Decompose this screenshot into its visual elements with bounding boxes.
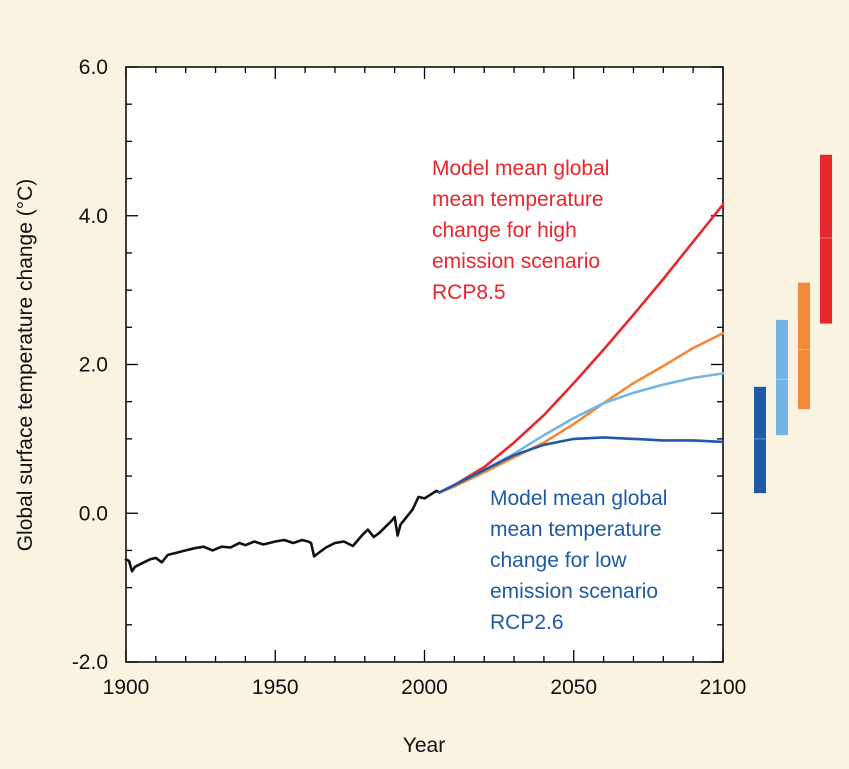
annotation-high-line: Model mean global [432,157,609,180]
range-bars [754,154,832,494]
y-tick-label: 6.0 [79,56,108,79]
range-bar-rcp45 [776,319,788,436]
annotation-high-line: change for high [432,219,577,242]
range-bar-rcp60 [798,282,810,410]
range-bar-rcp85 [820,154,832,324]
series-line-rcp26 [438,436,725,494]
y-tick-label: -2.0 [72,651,108,674]
annotation-low-line: change for low [490,549,627,572]
y-tick-label: 4.0 [79,205,108,228]
annotations: Model mean global mean temperature change … [432,157,667,634]
x-tick-label: 1900 [103,676,150,699]
series-line-rcp60 [438,331,725,494]
range-bar-rcp26 [754,386,766,494]
x-axis-title: Year [403,734,445,757]
x-tick-label: 2100 [700,676,747,699]
annotation-high-line: RCP8.5 [432,281,506,304]
annotation-high-line: mean temperature [432,188,604,211]
axis-ticks: 1900 1950 2000 2050 2100 -2.0 0.0 2.0 4.0 6.0 [72,56,747,699]
y-tick-label: 0.0 [79,502,108,525]
x-tick-label: 2000 [401,676,448,699]
y-tick-label: 2.0 [79,354,108,377]
annotation-low-line: RCP2.6 [490,611,564,634]
annotation-low-line: emission scenario [490,580,658,603]
x-tick-label: 1950 [252,676,299,699]
x-tick-label: 2050 [550,676,597,699]
series-line-rcp85 [438,203,725,494]
series-line-historical [124,489,441,573]
annotation-low-line: Model mean global [490,487,667,510]
y-axis-title: Global surface temperature change (°C) [14,179,37,552]
series-lines [124,203,725,573]
annotation-high-line: emission scenario [432,250,600,273]
plot-area [125,66,724,663]
annotation-low-line: mean temperature [490,518,662,541]
